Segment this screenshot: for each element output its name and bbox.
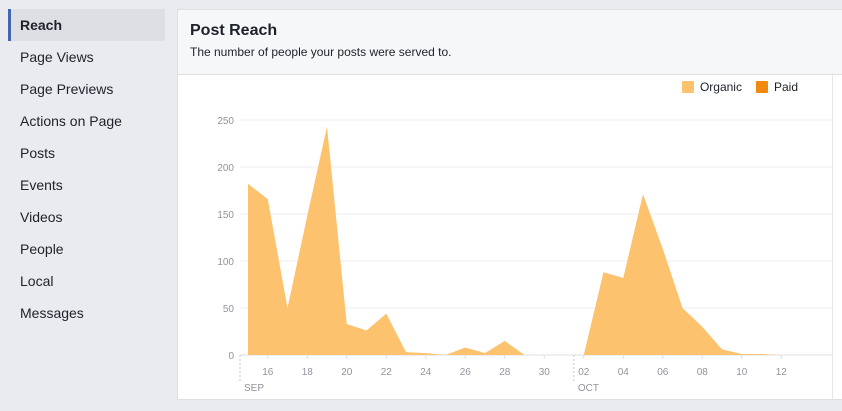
- x-tick-label: 30: [539, 367, 551, 378]
- x-tick-label: 08: [697, 367, 709, 378]
- card-title: Post Reach: [190, 22, 278, 39]
- y-tick-label: 100: [217, 257, 234, 268]
- sidebar-item-page-views[interactable]: Page Views: [20, 49, 94, 65]
- x-tick-label: 16: [262, 367, 274, 378]
- sidebar-item-local[interactable]: Local: [20, 273, 54, 289]
- sidebar-item-actions-on-page[interactable]: Actions on Page: [20, 113, 122, 129]
- x-tick-label: 20: [341, 367, 353, 378]
- sidebar-item-messages[interactable]: Messages: [20, 305, 84, 321]
- legend-label-paid: Paid: [773, 80, 798, 94]
- sidebar-item-page-previews[interactable]: Page Previews: [20, 81, 114, 97]
- sidebar-item-reach[interactable]: Reach: [8, 9, 165, 41]
- card-subtitle: The number of people your posts were ser…: [190, 45, 452, 59]
- sidebar-item-people[interactable]: People: [20, 241, 64, 257]
- x-tick-label: 10: [736, 367, 748, 378]
- area-series-organic: [248, 126, 782, 355]
- sidebar-item-posts[interactable]: Posts: [20, 145, 56, 161]
- x-tick-label: 26: [460, 367, 472, 378]
- card-header: Post Reach The number of people your pos…: [178, 10, 842, 75]
- y-tick-label: 0: [228, 351, 234, 362]
- x-tick-label: 12: [776, 367, 788, 378]
- y-tick-label: 50: [223, 304, 235, 315]
- legend-swatch-paid: [755, 81, 768, 93]
- legend-label-organic: Organic: [699, 80, 742, 94]
- x-tick-label: 28: [499, 367, 511, 378]
- month-label: OCT: [578, 383, 599, 394]
- panel-divider: [832, 73, 833, 399]
- legend-swatch-organic: [681, 81, 694, 93]
- sidebar-item-events[interactable]: Events: [20, 177, 63, 193]
- legend-item-paid[interactable]: Paid: [755, 80, 798, 94]
- x-tick-label: 18: [302, 367, 314, 378]
- x-tick-label: 24: [420, 367, 432, 378]
- y-tick-label: 250: [217, 116, 234, 127]
- y-tick-label: 150: [217, 210, 234, 221]
- x-tick-label: 22: [381, 367, 393, 378]
- sidebar-item-videos[interactable]: Videos: [20, 209, 63, 225]
- month-label: SEP: [244, 383, 264, 394]
- x-tick-label: 06: [657, 367, 669, 378]
- x-tick-label: 04: [618, 367, 630, 378]
- chart-legend: Organic Paid: [668, 80, 798, 94]
- y-tick-label: 200: [217, 163, 234, 174]
- sidebar-nav: Reach Page Views Page Previews Actions o…: [0, 0, 170, 411]
- legend-item-organic[interactable]: Organic: [681, 80, 742, 94]
- x-tick-label: 02: [578, 367, 590, 378]
